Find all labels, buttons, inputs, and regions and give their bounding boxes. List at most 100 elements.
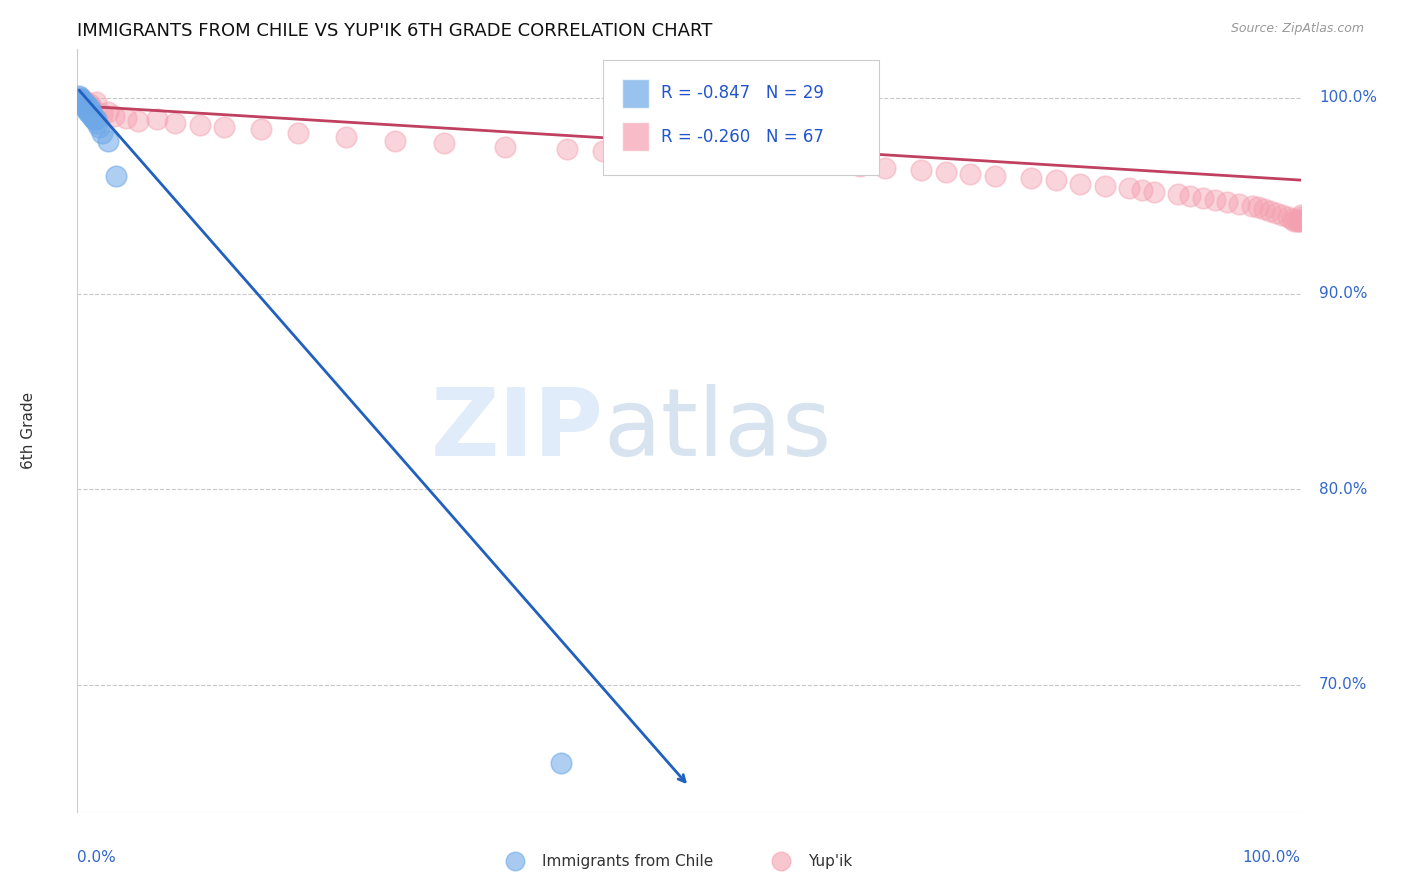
Point [1289, 208, 1312, 222]
Point [384, 134, 406, 148]
Point [959, 167, 981, 181]
Text: 80.0%: 80.0% [1319, 482, 1367, 497]
Point [1191, 191, 1213, 205]
Text: 100.0%: 100.0% [1243, 850, 1301, 865]
Text: R = -0.260   N = 67: R = -0.260 N = 67 [661, 128, 824, 145]
Point [75, 95, 97, 109]
Point [67, 93, 90, 107]
Point [1253, 202, 1275, 217]
Point [146, 112, 169, 127]
Point [984, 169, 1007, 184]
Point [82, 111, 104, 125]
Point [1288, 214, 1310, 228]
Point [73, 96, 96, 111]
Point [70, 96, 93, 111]
Point [73, 99, 96, 113]
Point [714, 150, 737, 164]
Point [1265, 206, 1288, 220]
Point [1045, 173, 1067, 187]
Point [1118, 181, 1140, 195]
Point [849, 160, 872, 174]
Point [1021, 171, 1043, 186]
Point [70, 95, 93, 109]
Text: 70.0%: 70.0% [1319, 677, 1367, 692]
Point [89, 120, 111, 135]
Text: 100.0%: 100.0% [1319, 90, 1376, 105]
Point [1271, 208, 1294, 222]
Point [1277, 211, 1299, 225]
Point [86, 116, 108, 130]
Point [873, 161, 896, 176]
Point [1285, 214, 1308, 228]
Point [70, 93, 93, 107]
Point [250, 122, 273, 136]
Point [1281, 212, 1303, 227]
Point [79, 101, 101, 115]
Point [70, 91, 93, 105]
Point [79, 106, 101, 120]
Point [72, 96, 94, 111]
Point [77, 104, 100, 119]
Point [75, 101, 97, 115]
Point [97, 134, 120, 148]
Point [1247, 201, 1270, 215]
Point [72, 93, 94, 107]
Point [79, 96, 101, 111]
Point [592, 144, 614, 158]
Point [73, 99, 96, 113]
FancyBboxPatch shape [603, 61, 879, 175]
Text: 0.0%: 0.0% [77, 850, 117, 865]
Point [127, 114, 149, 128]
Point [69, 95, 91, 109]
Point [165, 116, 187, 130]
Text: 90.0%: 90.0% [1319, 286, 1368, 301]
Point [433, 136, 456, 150]
Point [188, 119, 211, 133]
Point [1289, 212, 1312, 227]
Point [69, 91, 91, 105]
Text: R = -0.847   N = 29: R = -0.847 N = 29 [661, 85, 824, 103]
Point [1289, 211, 1312, 225]
Point [665, 147, 688, 161]
Point [72, 95, 94, 109]
Point [1167, 186, 1189, 201]
Point [555, 142, 578, 156]
Point [751, 152, 773, 166]
Point [1216, 194, 1239, 209]
Text: Source: ZipAtlas.com: Source: ZipAtlas.com [1230, 22, 1364, 36]
Text: IMMIGRANTS FROM CHILE VS YUP'IK 6TH GRADE CORRELATION CHART: IMMIGRANTS FROM CHILE VS YUP'IK 6TH GRAD… [77, 22, 713, 40]
Text: 6th Grade: 6th Grade [21, 392, 37, 469]
Point [1130, 183, 1153, 197]
Point [70, 95, 93, 109]
Point [75, 96, 97, 111]
Point [105, 169, 128, 184]
Point [628, 145, 651, 160]
Point [495, 140, 517, 154]
Text: ZIP: ZIP [430, 384, 603, 476]
Point [80, 109, 103, 123]
Text: Yup'ik: Yup'ik [807, 854, 852, 869]
Point [84, 95, 107, 109]
Point [335, 130, 357, 145]
Point [90, 126, 112, 140]
Point [115, 111, 138, 125]
Point [212, 120, 235, 135]
Point [787, 155, 810, 169]
Point [103, 109, 125, 123]
Point [67, 89, 90, 103]
Point [910, 163, 932, 178]
Point [550, 756, 572, 770]
Point [1229, 196, 1251, 211]
Point [1284, 214, 1306, 228]
Point [76, 103, 98, 117]
Point [1094, 178, 1116, 193]
Point [80, 104, 103, 119]
Point [70, 93, 93, 107]
Point [1204, 193, 1226, 207]
Point [935, 165, 957, 179]
Point [84, 112, 107, 127]
Text: atlas: atlas [603, 384, 831, 476]
Point [83, 112, 105, 127]
Point [80, 101, 103, 115]
Point [1180, 188, 1202, 202]
